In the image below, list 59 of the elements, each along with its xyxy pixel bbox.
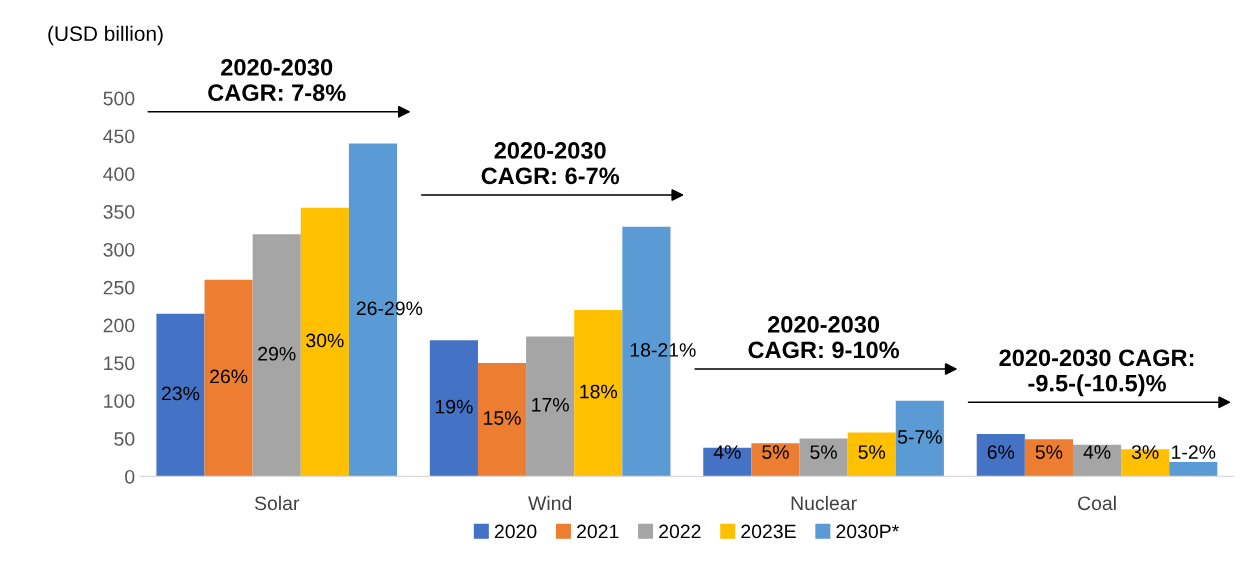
y-tick-label: 100 [104,394,135,408]
y-tick-label: 350 [103,205,135,219]
annotation: 5% [1035,445,1063,459]
bar [1169,462,1218,477]
x-tick-label: Coal [1078,495,1116,511]
annotation: 2020-2030 CAGR: -9.5-(-10.5)% [999,349,1194,397]
bar [477,362,527,477]
y-tick-label: 450 [103,129,135,144]
legend-label: 2023E [741,524,796,539]
y-tick-label: 0 [125,469,135,484]
y-axis-title: (USD billion) [48,25,163,46]
annotation: 6% [987,445,1015,459]
bar [799,438,848,477]
bar [895,400,944,477]
y-tick-label: 200 [103,318,135,333]
annotation: 5% [810,445,837,459]
bar [429,340,478,477]
annotation: 18% [580,384,618,399]
annotation: 17% [532,397,569,412]
y-tick-label: 250 [103,280,135,295]
bar [751,443,800,477]
annotation: 4% [713,445,741,459]
annotation: 3% [1131,445,1159,459]
bar [526,336,575,477]
legend-label: 2030P* [836,524,899,539]
x-tick-label: Solar [254,495,300,511]
legend-label: 2020 [494,524,537,539]
annotation: 2020-2030 CAGR: 7-8% [208,58,346,102]
bar [847,432,896,477]
annotation: 5-7% [897,430,942,444]
y-tick-label: 50 [114,432,135,446]
y-tick-label: 500 [103,91,135,106]
bar [1024,439,1073,477]
x-tick-label: Wind [528,495,572,511]
bar [574,309,623,477]
y-tick-label: 150 [104,356,135,371]
y-tick-label: 400 [103,167,135,182]
legend-label: 2022 [659,524,701,539]
annotation: 2020-2030 CAGR: 6-7% [481,142,620,185]
bar [1072,444,1122,477]
legend-label: 2021 [577,524,619,539]
annotation: 2020-2030 CAGR: 9-10% [748,316,900,359]
bar [204,279,253,477]
annotation: 30% [306,333,344,348]
annotation: 29% [258,346,296,361]
annotation: 5% [762,445,789,459]
bar [300,207,349,477]
annotation: 15% [484,411,521,425]
y-tick-label: 300 [103,242,135,257]
annotation: 23% [161,386,200,401]
annotation: 1-2% [1172,445,1216,459]
annotation: 19% [435,399,473,414]
annotation: 5% [858,445,886,459]
annotation: 26% [210,369,248,384]
bar [976,434,1025,477]
x-tick-label: Nuclear [791,495,857,511]
bar [156,313,205,477]
bar [252,234,301,477]
annotation: 4% [1083,445,1111,459]
